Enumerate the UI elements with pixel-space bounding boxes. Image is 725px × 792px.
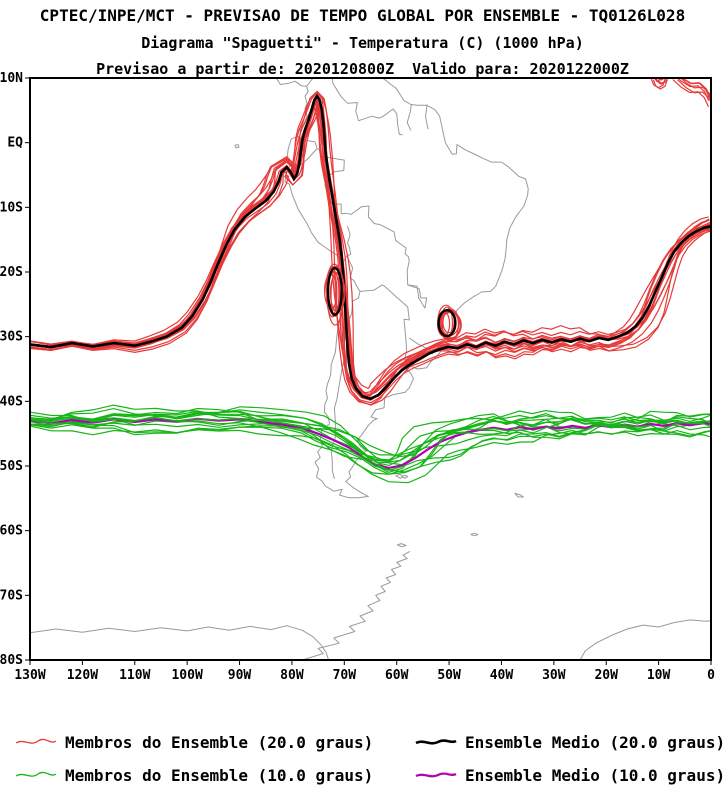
lon-tick-label: 30W [542,668,566,683]
lon-tick-label: 110W [119,668,150,683]
contour-fragment-member [652,78,664,82]
legend-label: Ensemble Medio (20.0 graus) [465,732,725,752]
black-line-sample-icon [415,739,457,745]
ensemble-member-line [30,404,711,464]
ensemble-member-line [30,420,711,475]
chart-forecast-times: Previsao a partir de: 2020120800Z Valido… [96,60,629,78]
lat-tick-label: 70S [0,588,23,603]
coastline-path [514,492,524,498]
lon-tick-label: 40W [490,668,514,683]
contour-loop-mean [437,308,457,338]
coastline-path [402,474,409,479]
lat-tick-label: 30S [0,330,23,345]
contour-fragment-member [672,79,710,107]
lon-tick-label: 120W [67,668,98,683]
lon-tick-label: 90W [228,668,252,683]
ensemble-member-line [30,94,711,406]
lat-tick-label: 10S [0,200,23,215]
coastline-path [359,284,410,363]
ensemble-member-line [30,418,711,467]
ensemble-member-line [30,406,711,457]
lon-tick-label: 70W [333,668,357,683]
lat-tick-label: 40S [0,394,23,409]
lon-tick-label: 130W [14,668,45,683]
contour-fragment-member [652,79,668,90]
ensemble-member-line [30,90,711,400]
contour-fragment-member [677,78,710,101]
coastline-path [579,619,711,660]
chart-title: CPTEC/INPE/MCT - PREVISAO DE TEMPO GLOBA… [39,6,686,25]
legend-item-members-20c: Membros do Ensemble (20.0 graus) [14,732,414,752]
coastline-path [397,543,407,548]
coastlines [30,78,711,660]
ensemble-member-line [30,98,710,394]
ensemble-member-line [30,100,711,404]
legend-label: Membros do Ensemble (20.0 graus) [65,732,374,752]
lat-tick-label: EQ [7,136,23,151]
coastline-path [331,78,403,136]
ensemble-mean-line [30,93,711,401]
lat-tick-label: 20S [0,265,23,280]
coastline-path [234,144,240,149]
contour-10c-group [30,404,711,484]
lon-tick-label: 100W [171,668,202,683]
ensemble-member-line [30,98,711,400]
contour-fragment-member [656,78,667,81]
lon-tick-label: 0 [707,668,715,683]
coastline-path [406,103,412,131]
contour-20c-group [30,78,711,406]
lat-tick-label: 50S [0,459,23,474]
legend-item-mean-20c: Ensemble Medio (20.0 graus) [414,732,725,752]
ensemble-member-line [30,95,711,400]
coastline-path [302,550,411,660]
coastline-path [395,473,404,479]
coastline-path [407,284,428,309]
coastline-path [425,104,429,130]
legend-item-mean-10c: Ensemble Medio (10.0 graus) [414,765,725,785]
lat-tick-label: 80S [0,653,23,668]
contour-fragment-member [680,78,711,99]
ensemble-member-line [30,95,711,401]
coastline-path [30,625,330,660]
legend-item-members-10c: Membros do Ensemble (10.0 graus) [14,765,414,785]
contour-loop-member [441,308,460,342]
magenta-line-sample-icon [415,772,457,778]
lat-tick-label: 60S [0,524,23,539]
contour-loop-mean [326,266,343,316]
contour-loop-member [325,265,345,308]
ensemble-member-line [30,411,711,458]
lon-tick-label: 80W [280,668,304,683]
contour-fragment-member [680,78,710,98]
coastline-path [275,78,307,87]
ensemble-member-line [30,91,711,401]
chart-subtitle: Diagrama "Spaguetti" - Temperatura (C) (… [141,34,584,52]
legend: Membros do Ensemble (20.0 graus) Ensembl… [14,732,725,785]
ensemble-member-line [30,98,711,406]
ensemble-member-line [30,409,711,463]
chart-header: CPTEC/INPE/MCT - PREVISAO DE TEMPO GLOBA… [0,6,725,78]
coastline-path [316,148,426,309]
coastline-path [470,532,479,537]
legend-label: Ensemble Medio (10.0 graus) [465,765,725,785]
ensemble-member-line [30,423,711,475]
green-line-sample-icon [15,771,57,777]
lat-tick-label: 10N [0,71,23,86]
lon-tick-label: 10W [647,668,671,683]
red-line-sample-icon [15,738,57,744]
lon-tick-label: 60W [385,668,409,683]
map-plot-area [30,78,711,660]
legend-label: Membros do Ensemble (10.0 graus) [65,765,374,785]
lon-tick-label: 20W [594,668,618,683]
lon-tick-label: 50W [437,668,461,683]
map-frame [29,77,712,661]
